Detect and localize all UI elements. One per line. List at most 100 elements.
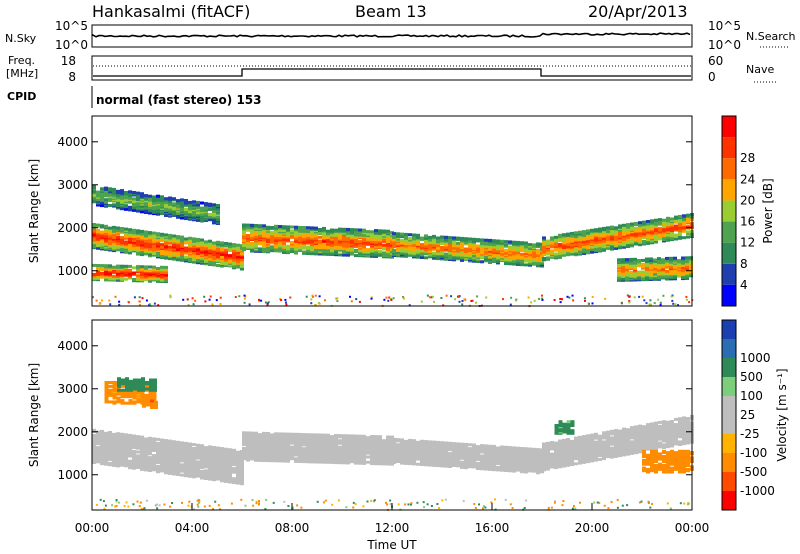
power-cell — [670, 231, 674, 235]
power-cell — [566, 242, 570, 246]
velocity-cell — [148, 436, 152, 440]
power-cell — [187, 304, 190, 307]
power-cell — [100, 242, 104, 246]
power-cell — [169, 296, 172, 299]
power-cell — [216, 258, 220, 262]
velocity-cell — [254, 442, 258, 445]
power-cell — [168, 233, 172, 237]
power-cell — [383, 298, 386, 301]
power-cell — [104, 198, 108, 202]
power-cell — [625, 272, 629, 276]
power-cell — [184, 258, 188, 262]
power-cell — [641, 258, 645, 262]
power-cell — [246, 234, 250, 237]
power-cell — [100, 204, 104, 208]
velocity-cell — [92, 433, 96, 437]
velocity-cell — [334, 434, 338, 437]
power-cell — [124, 271, 128, 275]
power-cell — [128, 194, 132, 198]
power-cell — [625, 258, 629, 262]
power-cell — [156, 251, 160, 255]
velocity-cell — [346, 454, 350, 458]
power-cell — [354, 228, 358, 232]
power-cell — [461, 303, 464, 306]
velocity-cell — [314, 445, 318, 448]
power-cell — [622, 223, 626, 227]
power-cell — [480, 238, 484, 242]
power-cell — [686, 213, 690, 217]
power-cell — [310, 298, 313, 301]
power-cell — [550, 249, 554, 253]
power-cell — [670, 295, 673, 298]
power-cell — [408, 250, 412, 253]
power-cell — [400, 232, 404, 236]
power-cell — [657, 257, 661, 261]
power-cell — [124, 240, 128, 244]
power-cell — [366, 232, 370, 236]
power-cell — [168, 205, 172, 209]
power-cell — [128, 251, 132, 255]
power-cell — [278, 249, 282, 253]
velocity-cell — [108, 436, 112, 440]
power-cell — [604, 297, 607, 300]
power-cell — [669, 260, 673, 264]
velocity-cell — [164, 439, 168, 443]
power-cell — [250, 230, 254, 234]
power-cell — [520, 247, 524, 251]
power-cell — [440, 235, 444, 239]
velocity-cell — [228, 467, 232, 471]
power-cell — [254, 224, 258, 227]
power-cell — [436, 255, 440, 259]
power-cell — [516, 259, 520, 262]
power-cell — [432, 251, 436, 255]
velocity-cell — [290, 449, 294, 453]
velocity-cell — [378, 444, 382, 448]
power-cell — [646, 234, 650, 238]
power-cell — [590, 228, 594, 232]
power-cell — [558, 233, 562, 237]
velocity-cell — [246, 431, 250, 435]
power-cell — [532, 253, 536, 257]
power-cell — [120, 229, 124, 233]
velocity-cell — [116, 455, 120, 459]
power-cell — [144, 236, 148, 240]
power-cell — [156, 277, 160, 281]
power-colorbar-swatch — [722, 263, 736, 285]
power-cell — [196, 200, 200, 204]
power-cell — [629, 270, 633, 274]
power-cell — [192, 258, 196, 261]
velocity-cell — [144, 437, 148, 441]
power-cell — [622, 226, 626, 230]
velocity-cell — [354, 434, 358, 438]
power-cell — [92, 233, 96, 237]
power-cell — [148, 265, 152, 269]
velocity-cell — [236, 454, 240, 458]
power-cell — [542, 236, 546, 240]
power-cell — [200, 201, 204, 205]
power-cell — [594, 228, 598, 232]
power-cell — [472, 254, 476, 258]
power-cell — [140, 229, 144, 233]
power-cell — [326, 238, 330, 242]
power-cell — [571, 294, 574, 297]
power-cell — [124, 227, 128, 231]
power-cell — [112, 190, 116, 194]
power-cell — [104, 224, 108, 228]
power-cell — [500, 245, 504, 248]
power-cell — [606, 240, 610, 244]
power-cell — [461, 300, 464, 302]
power-cell — [156, 206, 160, 210]
power-cell — [546, 256, 550, 260]
velocity-cell — [362, 450, 366, 454]
velocity-cell — [112, 435, 116, 439]
power-cell — [114, 295, 117, 298]
velocity-cell — [374, 441, 378, 445]
velocity-cell — [196, 443, 200, 447]
power-cell — [116, 248, 120, 252]
power-cell — [104, 264, 108, 268]
velocity-cell — [370, 453, 374, 457]
velocity-cell — [172, 457, 176, 460]
velocity-cell — [342, 439, 346, 443]
velocity-cell — [192, 447, 196, 450]
power-cell — [682, 236, 686, 240]
